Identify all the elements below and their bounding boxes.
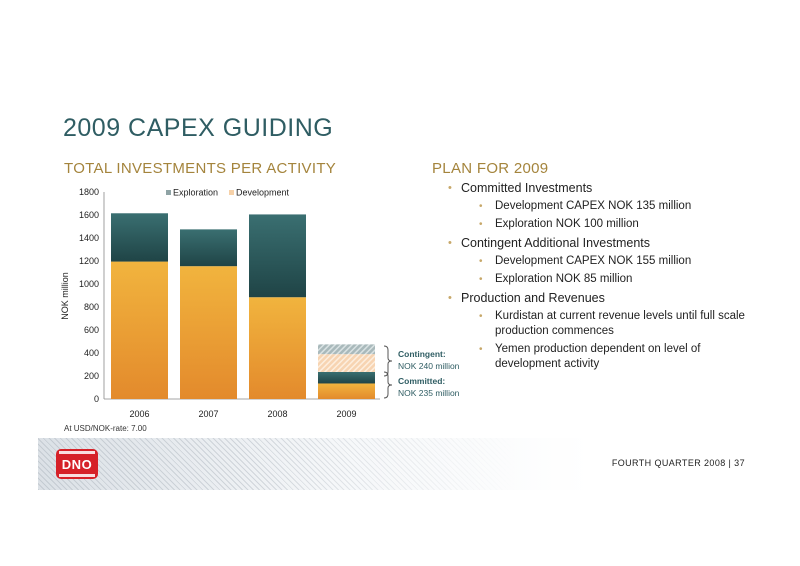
footer-text: FOURTH QUARTER 2008 | 37 xyxy=(611,458,745,468)
footer-band xyxy=(38,438,775,490)
bar-exploration-2008 xyxy=(249,214,306,298)
legend-development: Development xyxy=(236,188,290,198)
bar-contingent-exploration-2009 xyxy=(318,344,375,355)
bar-contingent-development-2009 xyxy=(318,354,375,372)
plan-contingent: Contingent Additional Investments xyxy=(447,235,767,251)
x-tick-label: 2009 xyxy=(336,409,356,419)
plan-committed-item: Exploration NOK 100 million xyxy=(447,217,767,232)
x-tick-label: 2008 xyxy=(267,409,287,419)
legend-exploration: Exploration xyxy=(173,188,218,198)
y-tick-label: 800 xyxy=(84,302,99,312)
plan-section-title: PLAN FOR 2009 xyxy=(432,160,549,177)
slide-title: 2009 CAPEX GUIDING xyxy=(63,114,334,142)
y-tick-label: 0 xyxy=(94,394,99,404)
plan-contingent-item: Development CAPEX NOK 155 million xyxy=(447,254,767,269)
y-tick-label: 400 xyxy=(84,348,99,358)
annotation-committed: Committed: NOK 235 million xyxy=(383,371,460,399)
x-tick-label: 2006 xyxy=(129,409,149,419)
plan-production-item: Kurdistan at current revenue levels unti… xyxy=(447,309,767,339)
dno-logo: DNO xyxy=(56,449,98,479)
plan-list: Committed Investments Development CAPEX … xyxy=(447,180,767,375)
bar-exploration-2007 xyxy=(180,229,237,267)
y-tick-label: 1200 xyxy=(79,256,99,266)
legend-exploration-swatch xyxy=(166,190,171,195)
legend-development-swatch xyxy=(229,190,234,195)
plan-committed-item: Development CAPEX NOK 135 million xyxy=(447,199,767,214)
y-tick-label: 1600 xyxy=(79,210,99,220)
x-tick-label: 2007 xyxy=(198,409,218,419)
chart-section-title: TOTAL INVESTMENTS PER ACTIVITY xyxy=(64,160,337,177)
contingent-label: Contingent: xyxy=(398,349,446,359)
legend: Exploration Development xyxy=(166,188,290,198)
bar-development-2007 xyxy=(180,266,237,399)
committed-amount: NOK 235 million xyxy=(398,388,460,398)
plan-contingent-item: Exploration NOK 85 million xyxy=(447,272,767,287)
plan-committed: Committed Investments xyxy=(447,180,767,196)
y-tick-label: 1400 xyxy=(79,233,99,243)
y-tick-label: 1800 xyxy=(79,187,99,197)
committed-label: Committed: xyxy=(398,376,445,386)
bar-development-2009 xyxy=(318,383,375,399)
plan-production-item: Yemen production dependent on level of d… xyxy=(447,342,767,372)
y-tick-label: 200 xyxy=(84,371,99,381)
footnote: At USD/NOK-rate: 7.00 xyxy=(64,424,147,433)
bar-exploration-2009 xyxy=(318,371,375,384)
y-tick-label: 1000 xyxy=(79,279,99,289)
bar-development-2008 xyxy=(249,297,306,399)
logo-text: DNO xyxy=(61,457,93,472)
contingent-amount: NOK 240 million xyxy=(398,361,460,371)
y-tick-label: 600 xyxy=(84,325,99,335)
bar-exploration-2006 xyxy=(111,213,168,262)
bar-development-2006 xyxy=(111,261,168,399)
plan-production: Production and Revenues xyxy=(447,290,767,306)
footer-pattern xyxy=(38,438,775,490)
y-axis-label: NOK million xyxy=(60,272,70,320)
